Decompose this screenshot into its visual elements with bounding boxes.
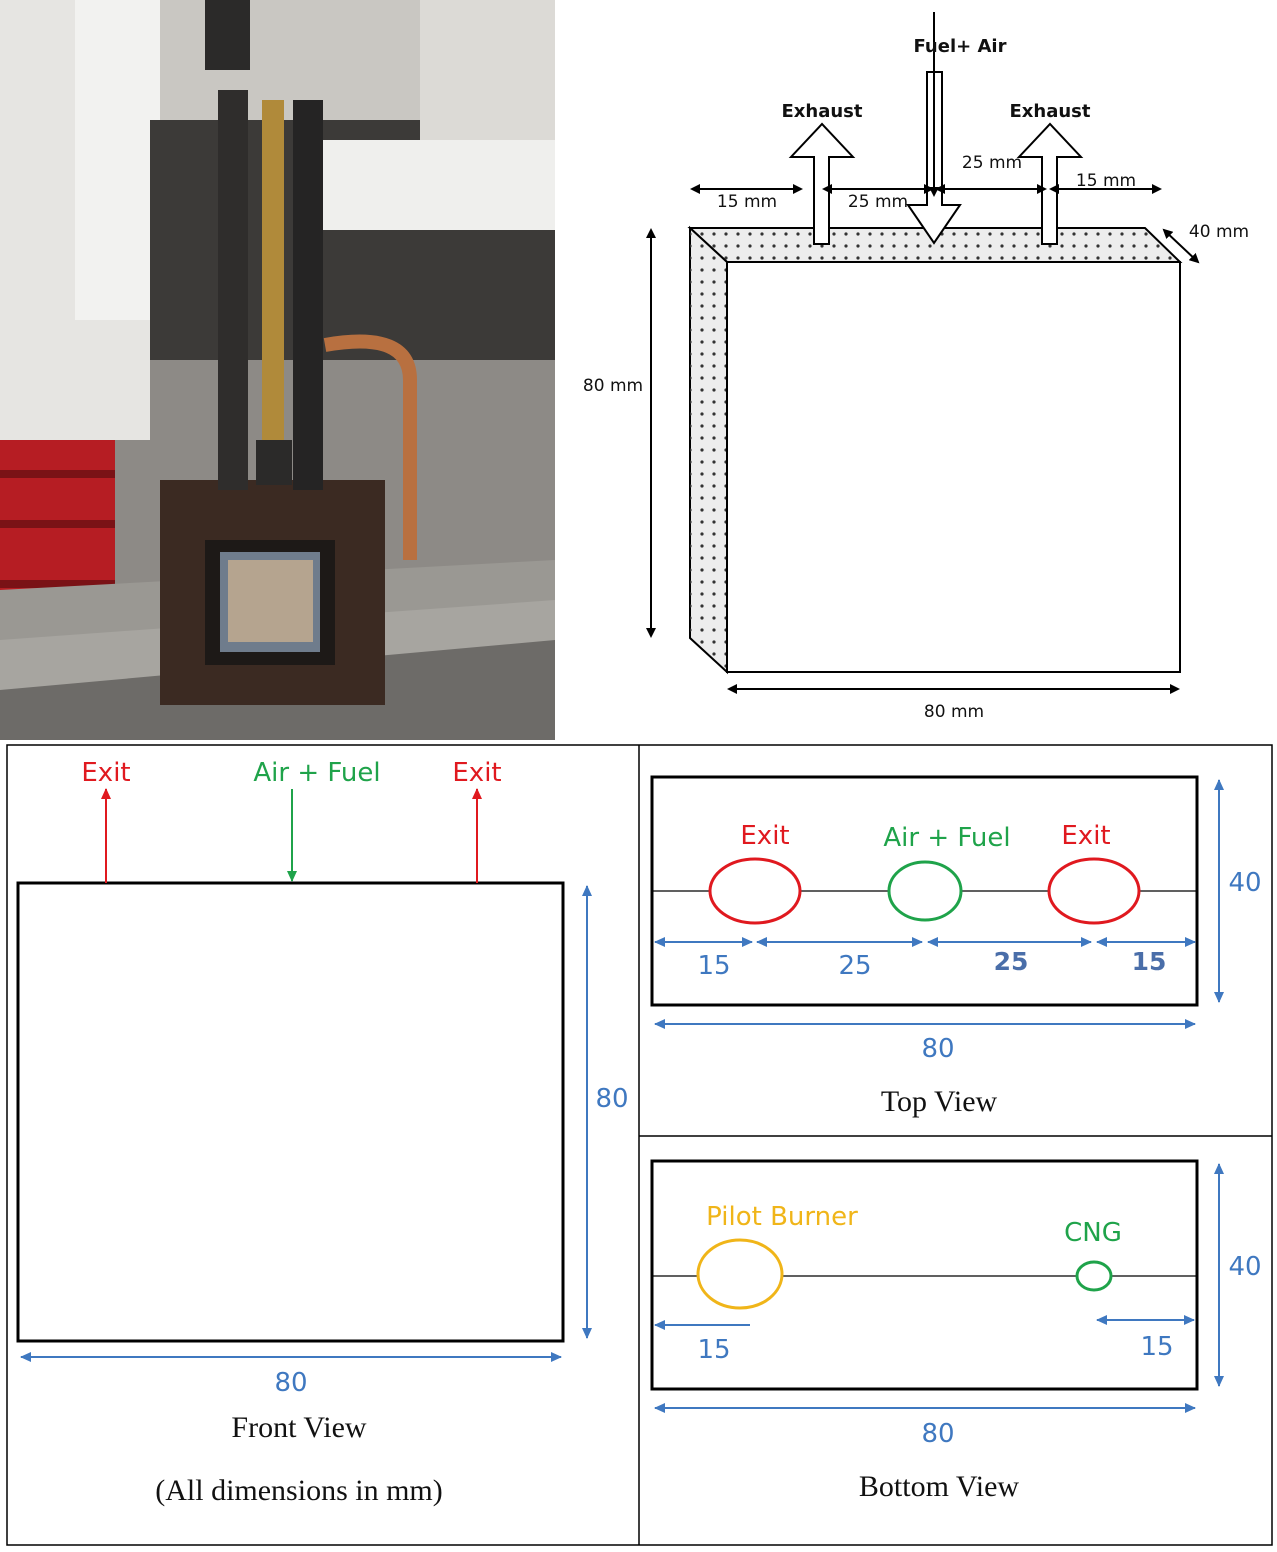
bottom-depth-label: 40 [1228,1252,1261,1282]
cng-port [1075,1260,1113,1292]
top-width-label: 80 [921,1034,954,1064]
top-d4-label: 15 [1132,947,1167,976]
pilot-burner-label: Pilot Burner [706,1202,858,1232]
iso-exhaust-right-label: Exhaust [1010,101,1091,122]
dimensions-note: (All dimensions in mm) [155,1474,443,1507]
top-inlet-port [887,860,963,922]
front-view-caption: Front View [231,1411,366,1444]
top-exit-right-label: Exit [1061,821,1110,851]
top-d3-label: 25 [994,947,1029,976]
fuel-air-inlet-arrow-icon [906,12,962,245]
top-d1-label: 15 [697,951,730,981]
iso-depth-label: 40 mm [1189,222,1249,242]
front-exit-right-label: Exit [452,758,501,788]
bottom-d-right-label: 15 [1140,1332,1173,1362]
iso-d4-label: 15 mm [1076,171,1136,191]
iso-width-label: 80 mm [924,702,984,722]
front-width-label: 80 [274,1368,307,1398]
iso-d2-label: 25 mm [848,192,908,212]
exhaust-arrow-right-icon [1016,122,1084,245]
bottom-view: Pilot Burner CNG 15 15 40 80 Bottom View [650,1159,1262,1503]
top-view-caption: Top View [881,1085,998,1118]
iso-d1-label: 15 mm [717,192,777,212]
top-exit-left-port [708,857,802,925]
iso-exhaust-left-label: Exhaust [782,101,863,122]
front-exit-left-label: Exit [81,758,130,788]
pilot-burner-port [696,1238,784,1310]
top-depth-label: 40 [1228,868,1261,898]
exhaust-arrow-left-icon [788,122,856,245]
iso-dim-depth [1162,228,1200,264]
top-exit-left-label: Exit [740,821,789,851]
front-inlet-label: Air + Fuel [253,758,380,788]
combustor-photo-icon [0,0,555,740]
top-d2-label: 25 [838,951,871,981]
iso-d3-label: 25 mm [962,153,1022,173]
front-view-rectangle [16,881,565,1343]
front-view: Exit Air + Fuel Exit 80 80 Front View (A… [16,758,629,1507]
top-exit-right-port [1047,857,1141,925]
front-height-label: 80 [595,1084,628,1114]
iso-front-face [726,261,1181,673]
top-inlet-label: Air + Fuel [883,823,1010,853]
iso-height-label: 80 mm [583,376,643,396]
top-view: Exit Air + Fuel Exit 15 25 25 15 40 80 T… [650,775,1262,1118]
bottom-d-left-label: 15 [697,1335,730,1365]
isometric-combustor-diagram: Fuel+ Air Exhaust Exhaust 15 mm 25 mm 25… [583,12,1249,722]
iso-fuel-air-label: Fuel+ Air [914,36,1007,57]
cng-label: CNG [1064,1218,1122,1248]
bottom-view-caption: Bottom View [859,1470,1019,1503]
bottom-width-label: 80 [921,1419,954,1449]
